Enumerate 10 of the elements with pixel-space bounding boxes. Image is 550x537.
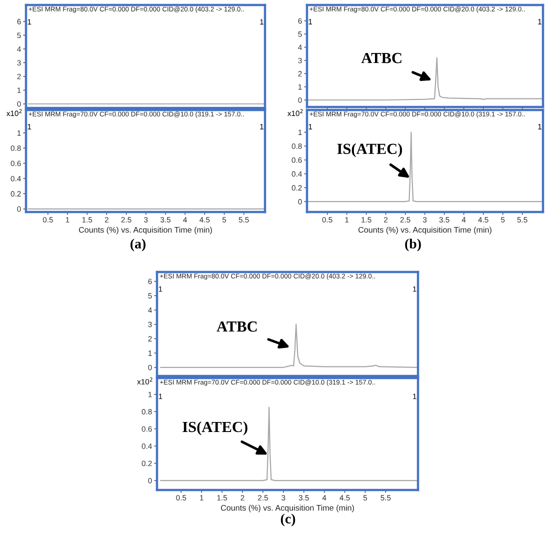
annotation: ATBC: [361, 52, 402, 64]
annotation: IS(ATEC): [337, 143, 402, 158]
x-axis-title: Counts (%) vs. Acquisition Time (min): [78, 226, 212, 234]
x-axis-title: Counts (%) vs. Acquisition Time (min): [358, 226, 492, 234]
annotation: IS(ATEC): [182, 421, 248, 436]
text: (b): [405, 238, 421, 252]
text: (a): [130, 238, 146, 252]
x-axis-title: Counts (%) vs. Acquisition Time (min): [220, 504, 354, 512]
text: (c): [280, 514, 296, 526]
annotation: ATBC: [216, 321, 257, 332]
